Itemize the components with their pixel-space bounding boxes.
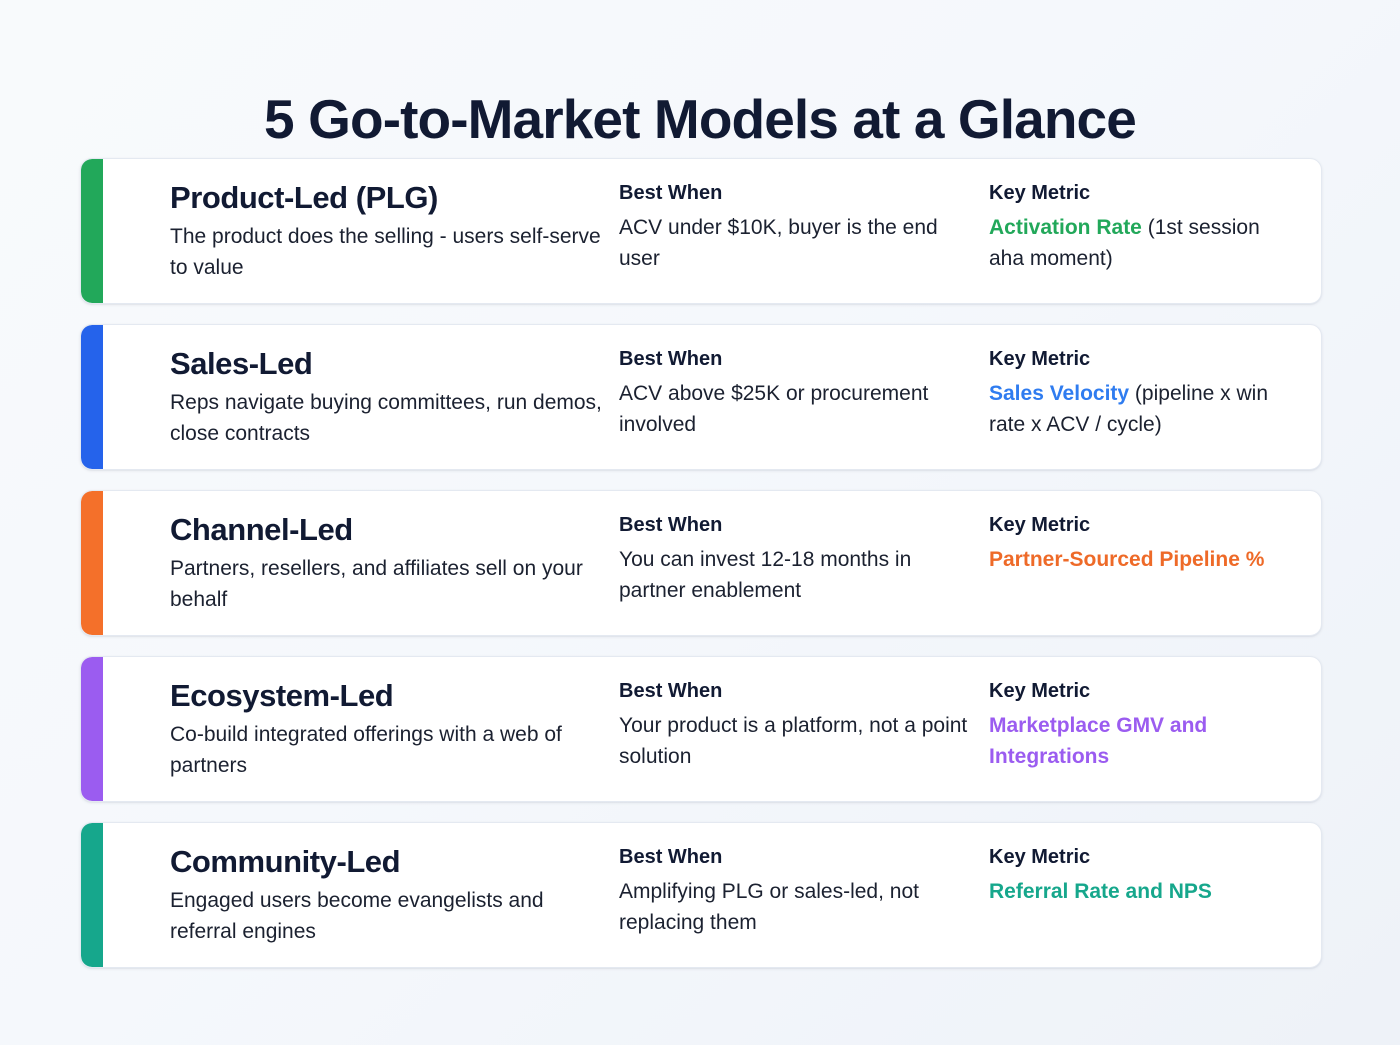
best-when-column: Best When ACV above $25K or procurement … — [619, 344, 989, 449]
model-column: Community-Led Engaged users become evang… — [103, 842, 619, 947]
model-column: Product-Led (PLG) The product does the s… — [103, 178, 619, 283]
key-metric-column: Key Metric Marketplace GMV and Integrati… — [989, 676, 1321, 781]
key-metric-text: Sales Velocity (pipeline x win rate x AC… — [989, 378, 1299, 440]
card-accent-bar — [81, 823, 103, 967]
model-name: Product-Led (PLG) — [170, 180, 438, 215]
model-name: Community-Led — [170, 844, 401, 879]
best-when-column: Best When You can invest 12-18 months in… — [619, 510, 989, 615]
key-metric-label: Key Metric — [989, 514, 1091, 536]
best-when-text: ACV above $25K or procurement involved — [619, 382, 929, 436]
model-column: Ecosystem-Led Co-build integrated offeri… — [103, 676, 619, 781]
best-when-label: Best When — [619, 846, 723, 868]
model-name: Sales-Led — [170, 346, 313, 381]
best-when-text: Your product is a platform, not a point … — [619, 714, 968, 768]
key-metric-text: Partner-Sourced Pipeline % — [989, 544, 1299, 575]
best-when-column: Best When Your product is a platform, no… — [619, 676, 989, 781]
key-metric-highlight: Sales Velocity — [989, 382, 1130, 405]
key-metric-highlight: Partner-Sourced Pipeline % — [989, 548, 1265, 571]
key-metric-label: Key Metric — [989, 846, 1091, 868]
best-when-text: You can invest 12-18 months in partner e… — [619, 548, 912, 602]
key-metric-text: Marketplace GMV and Integrations — [989, 710, 1299, 772]
key-metric-text: Referral Rate and NPS — [989, 876, 1299, 907]
key-metric-label: Key Metric — [989, 680, 1091, 702]
model-name: Channel-Led — [170, 512, 353, 547]
gtm-model-card: Channel-Led Partners, resellers, and aff… — [80, 490, 1322, 636]
card-body: Channel-Led Partners, resellers, and aff… — [103, 491, 1321, 635]
gtm-model-card: Product-Led (PLG) The product does the s… — [80, 158, 1322, 304]
key-metric-label: Key Metric — [989, 182, 1091, 204]
key-metric-rest: (pipeline x win rate x ACV / cycle) — [989, 382, 1268, 436]
key-metric-label: Key Metric — [989, 348, 1091, 370]
model-description: Co-build integrated offerings with a web… — [170, 723, 562, 777]
key-metric-rest: (1st session aha moment) — [989, 216, 1260, 270]
gtm-model-card-list: Product-Led (PLG) The product does the s… — [80, 158, 1322, 968]
gtm-model-card: Community-Led Engaged users become evang… — [80, 822, 1322, 968]
card-accent-bar — [81, 657, 103, 801]
card-body: Product-Led (PLG) The product does the s… — [103, 159, 1321, 303]
best-when-text: ACV under $10K, buyer is the end user — [619, 216, 938, 270]
card-accent-bar — [81, 491, 103, 635]
best-when-text: Amplifying PLG or sales-led, not replaci… — [619, 880, 919, 934]
card-accent-bar — [81, 325, 103, 469]
key-metric-column: Key Metric Partner-Sourced Pipeline % — [989, 510, 1321, 615]
best-when-label: Best When — [619, 514, 723, 536]
page-title: 5 Go-to-Market Models at a Glance — [264, 87, 1137, 150]
card-body: Ecosystem-Led Co-build integrated offeri… — [103, 657, 1321, 801]
card-body: Community-Led Engaged users become evang… — [103, 823, 1321, 967]
model-column: Sales-Led Reps navigate buying committee… — [103, 344, 619, 449]
model-description: The product does the selling - users sel… — [170, 225, 601, 279]
card-body: Sales-Led Reps navigate buying committee… — [103, 325, 1321, 469]
best-when-label: Best When — [619, 348, 723, 370]
key-metric-highlight: Referral Rate and NPS — [989, 880, 1212, 903]
best-when-label: Best When — [619, 182, 723, 204]
best-when-label: Best When — [619, 680, 723, 702]
best-when-column: Best When ACV under $10K, buyer is the e… — [619, 178, 989, 283]
key-metric-highlight: Activation Rate — [989, 216, 1142, 239]
model-column: Channel-Led Partners, resellers, and aff… — [103, 510, 619, 615]
gtm-model-card: Sales-Led Reps navigate buying committee… — [80, 324, 1322, 470]
key-metric-highlight: Marketplace GMV and Integrations — [989, 714, 1208, 768]
model-description: Reps navigate buying committees, run dem… — [170, 391, 602, 445]
card-accent-bar — [81, 159, 103, 303]
model-description: Engaged users become evangelists and ref… — [170, 889, 544, 943]
key-metric-column: Key Metric Sales Velocity (pipeline x wi… — [989, 344, 1321, 449]
best-when-column: Best When Amplifying PLG or sales-led, n… — [619, 842, 989, 947]
gtm-model-card: Ecosystem-Led Co-build integrated offeri… — [80, 656, 1322, 802]
key-metric-column: Key Metric Activation Rate (1st session … — [989, 178, 1321, 283]
model-name: Ecosystem-Led — [170, 678, 394, 713]
key-metric-column: Key Metric Referral Rate and NPS — [989, 842, 1321, 947]
model-description: Partners, resellers, and affiliates sell… — [170, 557, 583, 611]
key-metric-text: Activation Rate (1st session aha moment) — [989, 212, 1299, 274]
